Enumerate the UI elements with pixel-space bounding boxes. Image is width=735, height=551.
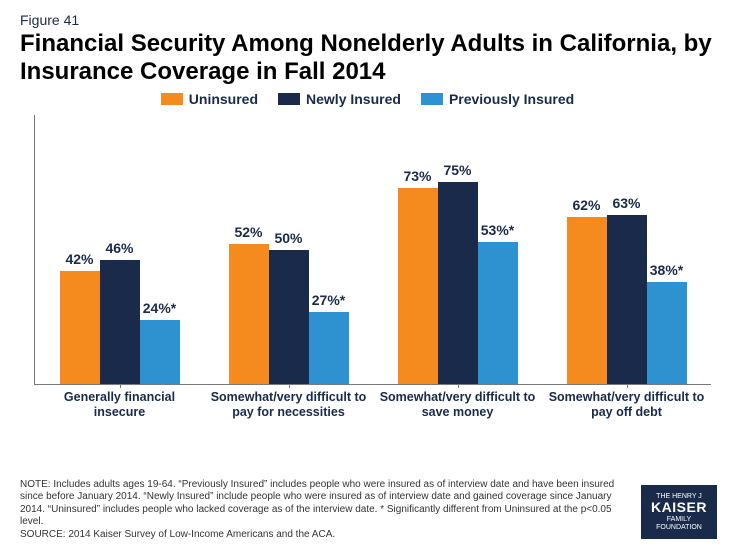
figure-number: Figure 41 <box>20 12 715 28</box>
legend-label: Uninsured <box>189 91 258 107</box>
legend: Uninsured Newly Insured Previously Insured <box>20 91 715 107</box>
bar-value-label: 73% <box>403 168 431 184</box>
source-text: SOURCE: 2014 Kaiser Survey of Low-Income… <box>20 529 625 542</box>
bar-group: 42%46%24%*Generally financial insecure <box>35 115 204 384</box>
legend-swatch <box>278 93 300 105</box>
bar: 53%* <box>478 242 518 385</box>
figure-page: Figure 41 Financial Security Among Nonel… <box>0 0 735 551</box>
category-label: Somewhat/very difficult to pay for neces… <box>204 384 373 419</box>
bar: 62% <box>567 217 607 384</box>
logo-line-foundation: FOUNDATION <box>656 524 702 532</box>
bar: 52% <box>229 244 269 384</box>
bar-group: 52%50%27%*Somewhat/very difficult to pay… <box>204 115 373 384</box>
category-label: Generally financial insecure <box>35 384 204 419</box>
logo-line-family: FAMILY <box>667 516 691 524</box>
bar-group: 73%75%53%*Somewhat/very difficult to sav… <box>373 115 542 384</box>
bar-value-label: 38%* <box>650 262 683 278</box>
bar: 24%* <box>140 320 180 385</box>
bar: 38%* <box>647 282 687 384</box>
bar: 63% <box>607 215 647 384</box>
legend-label: Newly Insured <box>306 91 401 107</box>
logo-line-kaiser: KAISER <box>651 500 707 515</box>
bar-value-label: 24%* <box>143 300 176 316</box>
bar-value-label: 75% <box>443 162 471 178</box>
bar-value-label: 62% <box>572 197 600 213</box>
legend-item: Newly Insured <box>278 91 401 107</box>
chart-title: Financial Security Among Nonelderly Adul… <box>20 30 715 85</box>
bar-value-label: 42% <box>65 251 93 267</box>
x-axis-tick <box>289 384 290 388</box>
bar: 73% <box>398 188 438 384</box>
category-label: Somewhat/very difficult to pay off debt <box>542 384 711 419</box>
x-axis-tick <box>458 384 459 388</box>
bar: 75% <box>438 182 478 384</box>
category-label: Somewhat/very difficult to save money <box>373 384 542 419</box>
footnotes: NOTE: Includes adults ages 19-64. “Previ… <box>20 479 625 542</box>
bar: 27%* <box>309 312 349 385</box>
bar: 46% <box>100 260 140 384</box>
kff-logo: THE HENRY J KAISER FAMILY FOUNDATION <box>641 485 717 539</box>
legend-item: Previously Insured <box>421 91 574 107</box>
bar-value-label: 27%* <box>312 292 345 308</box>
bar-value-label: 63% <box>612 195 640 211</box>
bar-value-label: 53%* <box>481 222 514 238</box>
bar: 42% <box>60 271 100 384</box>
legend-item: Uninsured <box>161 91 258 107</box>
bar-value-label: 46% <box>105 240 133 256</box>
note-text: NOTE: Includes adults ages 19-64. “Previ… <box>20 479 625 529</box>
bar-group: 62%63%38%*Somewhat/very difficult to pay… <box>542 115 711 384</box>
bar-value-label: 52% <box>234 224 262 240</box>
legend-swatch <box>161 93 183 105</box>
bar: 50% <box>269 250 309 385</box>
legend-swatch <box>421 93 443 105</box>
legend-label: Previously Insured <box>449 91 574 107</box>
bar-value-label: 50% <box>274 230 302 246</box>
x-axis-tick <box>627 384 628 388</box>
x-axis-tick <box>120 384 121 388</box>
chart-area: 42%46%24%*Generally financial insecure52… <box>24 115 711 415</box>
plot-region: 42%46%24%*Generally financial insecure52… <box>34 115 711 385</box>
